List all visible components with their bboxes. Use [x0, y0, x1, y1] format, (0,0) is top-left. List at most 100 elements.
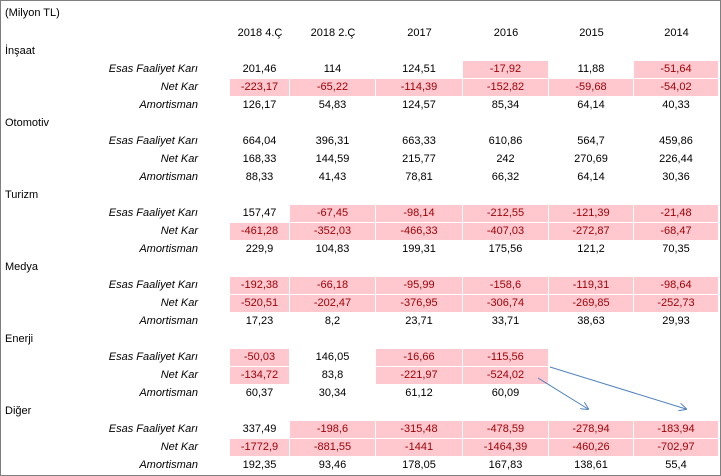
cell: 146,05 [315, 351, 350, 363]
cell: 61,12 [405, 387, 433, 399]
cell: 144,59 [315, 153, 350, 165]
cell: 192,35 [242, 459, 277, 471]
cell: 60,09 [491, 387, 520, 399]
row-label: Esas Faaliyet Karı [108, 279, 198, 291]
cell: 226,44 [659, 153, 693, 165]
cell: -134,72 [230, 367, 289, 384]
cell: 30,34 [318, 387, 347, 399]
row-label: Net Kar [160, 153, 198, 165]
row-label: Net Kar [160, 441, 198, 453]
cell: -202,47 [290, 295, 375, 312]
cell: -252,73 [634, 295, 718, 312]
cell: -524,02 [463, 367, 548, 384]
cell: -1441 [376, 439, 462, 456]
cell: 8,2 [324, 315, 341, 327]
cell: 33,71 [491, 315, 520, 327]
row-label: Net Kar [160, 225, 198, 237]
cell: -21,48 [634, 205, 718, 222]
row-label: Amortisman [139, 387, 198, 399]
cell: -115,56 [463, 349, 548, 366]
cell: 93,46 [318, 459, 347, 471]
row-label: Esas Faaliyet Karı [108, 135, 198, 147]
cell: 564,7 [577, 135, 605, 147]
row-label: Esas Faaliyet Karı [108, 423, 198, 435]
cell: 83,8 [321, 369, 344, 381]
cell: 55,4 [665, 459, 687, 471]
cell: 229,9 [245, 243, 274, 255]
group-label: Diğer [5, 405, 32, 417]
cell: 459,86 [659, 135, 693, 147]
cell: 38,63 [577, 315, 605, 327]
cell: 40,33 [662, 99, 690, 111]
column-header: 2018 4.Ç [237, 27, 283, 39]
cell: -54,02 [634, 79, 718, 96]
cell: -461,28 [230, 223, 289, 240]
cell: 124,57 [402, 99, 436, 111]
cell: 64,14 [577, 99, 605, 111]
cell: 167,83 [488, 459, 523, 471]
cell: 11,88 [577, 63, 605, 75]
cell: 29,93 [662, 315, 690, 327]
cell: -269,85 [549, 295, 633, 312]
cell: -306,74 [463, 295, 548, 312]
cell: -1464,39 [463, 439, 548, 456]
cell: -67,45 [290, 205, 375, 222]
cell: -460,26 [549, 439, 633, 456]
cell: 175,56 [488, 243, 523, 255]
group-label: Medya [5, 261, 39, 273]
arrow [537, 377, 588, 409]
cell: 663,33 [402, 135, 436, 147]
cell: -881,55 [290, 439, 375, 456]
cell: 104,83 [315, 243, 350, 255]
cell: -221,97 [376, 367, 462, 384]
row-label: Amortisman [139, 315, 198, 327]
cell: 17,23 [245, 315, 274, 327]
cell: -352,03 [290, 223, 375, 240]
row-label: Amortisman [139, 171, 198, 183]
row-label: Esas Faaliyet Karı [108, 63, 198, 75]
cell: 54,83 [318, 99, 347, 111]
cell: -212,55 [463, 205, 548, 222]
cell: 60,37 [245, 387, 274, 399]
cell: -315,48 [376, 421, 462, 438]
column-header: 2015 [579, 27, 604, 39]
cell: 199,31 [402, 243, 436, 255]
cell: -65,22 [290, 79, 375, 96]
cell: -66,18 [290, 277, 375, 294]
column-header: 2014 [664, 27, 689, 39]
cell: 396,31 [315, 135, 350, 147]
group-label: Turizm [5, 189, 39, 201]
cell: -478,59 [463, 421, 548, 438]
cell: -376,95 [376, 295, 462, 312]
cell: -98,64 [634, 277, 718, 294]
cell: 664,04 [242, 135, 277, 147]
cell: -192,38 [230, 277, 289, 294]
cell: 270,69 [574, 153, 608, 165]
cell: 114 [323, 63, 342, 75]
unit-note: (Milyon TL) [5, 7, 60, 19]
row-label: Amortisman [139, 459, 198, 471]
row-label: Amortisman [139, 99, 198, 111]
cell: -407,03 [463, 223, 548, 240]
cell: 157,47 [242, 207, 277, 219]
row-label: Esas Faaliyet Karı [108, 351, 198, 363]
cell: 30,36 [662, 171, 690, 183]
group-label: Otomotiv [5, 117, 50, 129]
cell: -1772,9 [230, 439, 289, 456]
cell: 64,14 [577, 171, 605, 183]
cell: 126,17 [242, 99, 277, 111]
cell: -466,33 [376, 223, 462, 240]
cell: 23,71 [405, 315, 433, 327]
cell: 124,51 [402, 63, 436, 75]
cell: -51,64 [634, 61, 718, 78]
cell: -198,6 [290, 421, 375, 438]
cell: -16,66 [376, 349, 462, 366]
cell: 178,05 [402, 459, 436, 471]
cell: 66,32 [491, 171, 520, 183]
cell: 610,86 [488, 135, 523, 147]
cell: -50,03 [230, 349, 289, 366]
cell: -520,51 [230, 295, 289, 312]
row-label: Esas Faaliyet Karı [108, 207, 198, 219]
